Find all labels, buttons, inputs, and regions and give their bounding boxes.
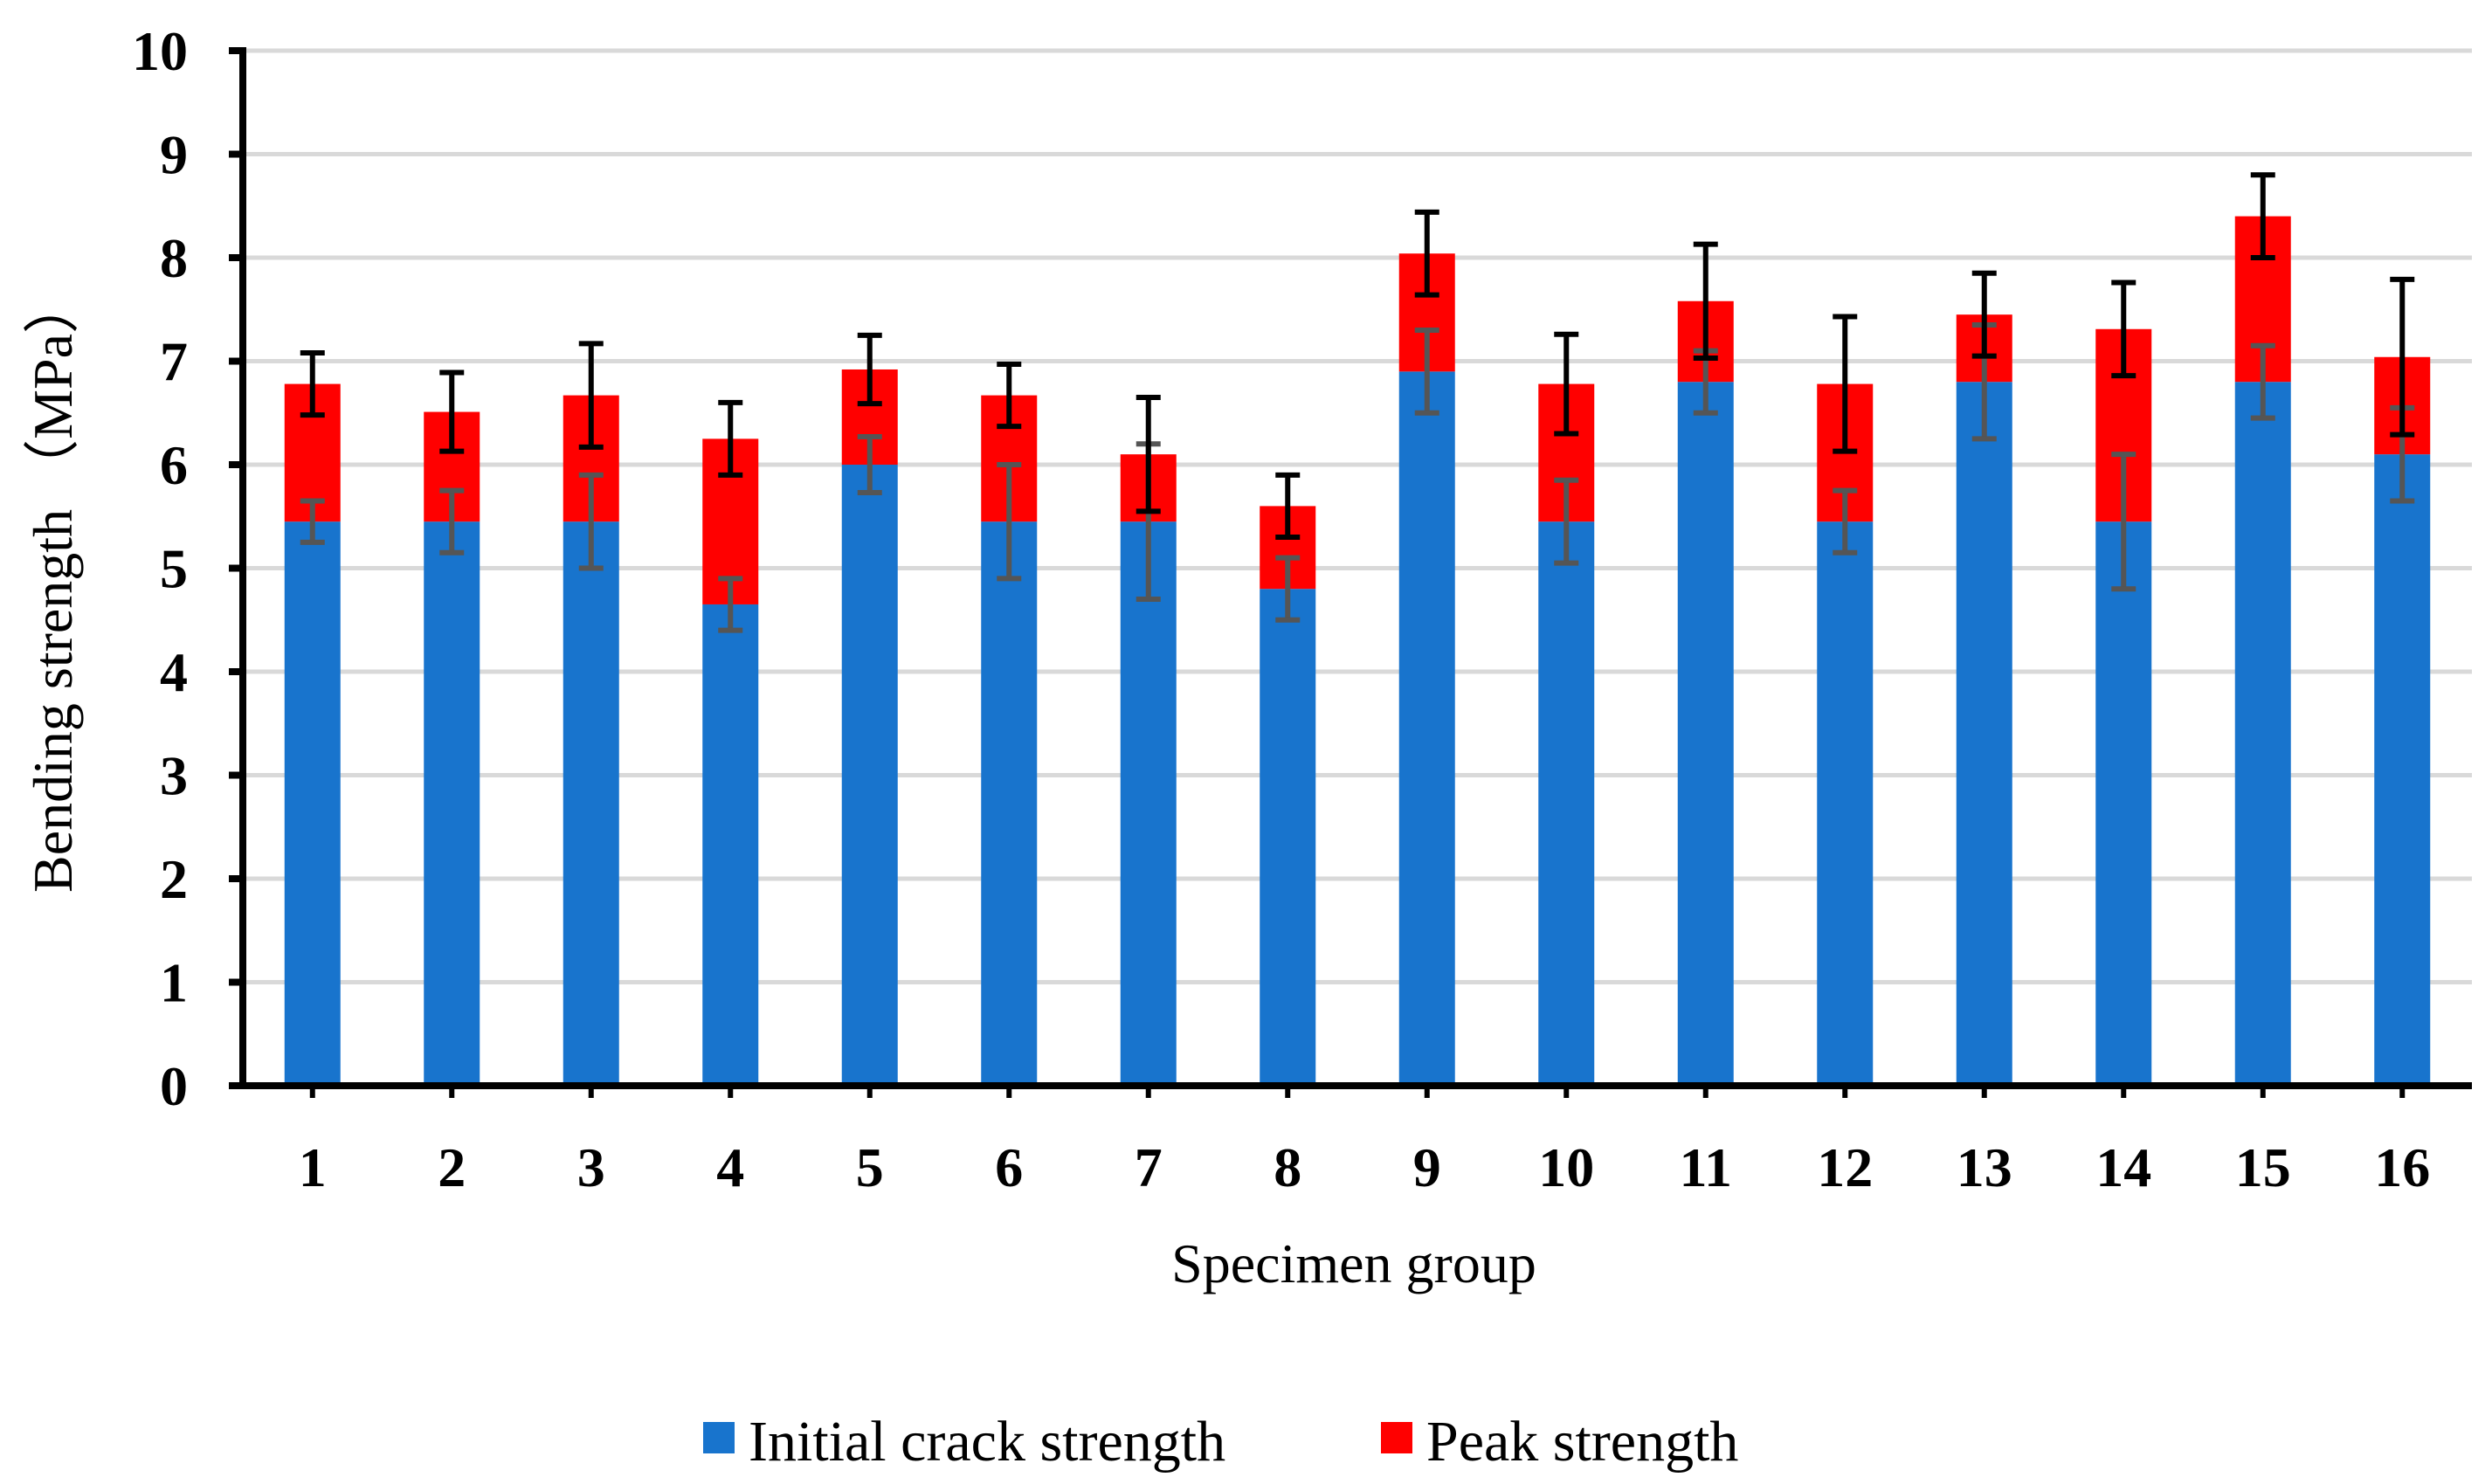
bar-initial-crack-15 — [2234, 382, 2291, 1086]
bar-initial-crack-5 — [841, 465, 898, 1086]
x-tick-label: 15 — [2235, 1136, 2291, 1198]
y-tick-label: 1 — [160, 952, 188, 1014]
x-tick-label: 11 — [1680, 1136, 1732, 1198]
legend-label-initial-crack: Initial crack strength — [749, 1410, 1225, 1474]
x-tick-label: 3 — [577, 1136, 605, 1198]
y-tick-label: 6 — [160, 434, 188, 496]
x-tick-label: 5 — [856, 1136, 884, 1198]
bar-initial-crack-2 — [424, 521, 480, 1086]
y-axis-title: Bending strength （MPa） — [22, 278, 84, 893]
bar-initial-crack-4 — [702, 604, 759, 1086]
x-tick-label: 10 — [1538, 1136, 1594, 1198]
y-tick-label: 0 — [160, 1055, 188, 1117]
bar-initial-crack-13 — [1956, 382, 2012, 1086]
bar-initial-crack-9 — [1398, 371, 1455, 1087]
x-tick-label: 8 — [1274, 1136, 1301, 1198]
bar-initial-crack-11 — [1677, 382, 1734, 1086]
bar-initial-crack-7 — [1120, 521, 1177, 1086]
x-tick-label: 14 — [2095, 1136, 2151, 1198]
bar-initial-crack-10 — [1538, 521, 1595, 1086]
legend-swatch-initial-crack — [703, 1422, 735, 1453]
bar-initial-crack-12 — [1817, 521, 1874, 1086]
bars — [284, 216, 2431, 1087]
bar-initial-crack-16 — [2374, 454, 2431, 1086]
bar-initial-crack-8 — [1260, 589, 1316, 1086]
x-tick-label: 9 — [1413, 1136, 1441, 1198]
bar-initial-crack-14 — [2095, 521, 2152, 1086]
bar-initial-crack-3 — [563, 521, 619, 1086]
x-tick-label: 6 — [995, 1136, 1023, 1198]
legend-swatch-peak — [1381, 1422, 1412, 1453]
y-tick-label: 9 — [160, 124, 188, 186]
y-tick-label: 10 — [132, 20, 188, 82]
axes — [229, 47, 2472, 1098]
y-tick-label: 4 — [160, 641, 188, 703]
bar-initial-crack-6 — [981, 521, 1038, 1086]
bar-initial-crack-1 — [284, 521, 341, 1086]
x-tick-label: 7 — [1135, 1136, 1163, 1198]
x-tick-label: 2 — [438, 1136, 466, 1198]
legend-label-peak: Peak strength — [1426, 1410, 1738, 1474]
x-tick-label: 12 — [1817, 1136, 1873, 1198]
y-tick-label: 7 — [160, 331, 188, 393]
x-tick-label: 4 — [716, 1136, 744, 1198]
y-tick-label: 3 — [160, 745, 188, 807]
x-tick-label: 1 — [299, 1136, 327, 1198]
x-axis-title: Specimen group — [1171, 1232, 1536, 1294]
error-bars — [300, 172, 2415, 633]
y-tick-label: 8 — [160, 227, 188, 289]
x-tick-label: 16 — [2374, 1136, 2430, 1198]
legend: Initial crack strength Peak strength — [703, 1410, 1738, 1474]
x-tick-label: 13 — [1957, 1136, 2012, 1198]
y-tick-label: 2 — [160, 848, 188, 910]
y-tick-label: 5 — [160, 538, 188, 600]
